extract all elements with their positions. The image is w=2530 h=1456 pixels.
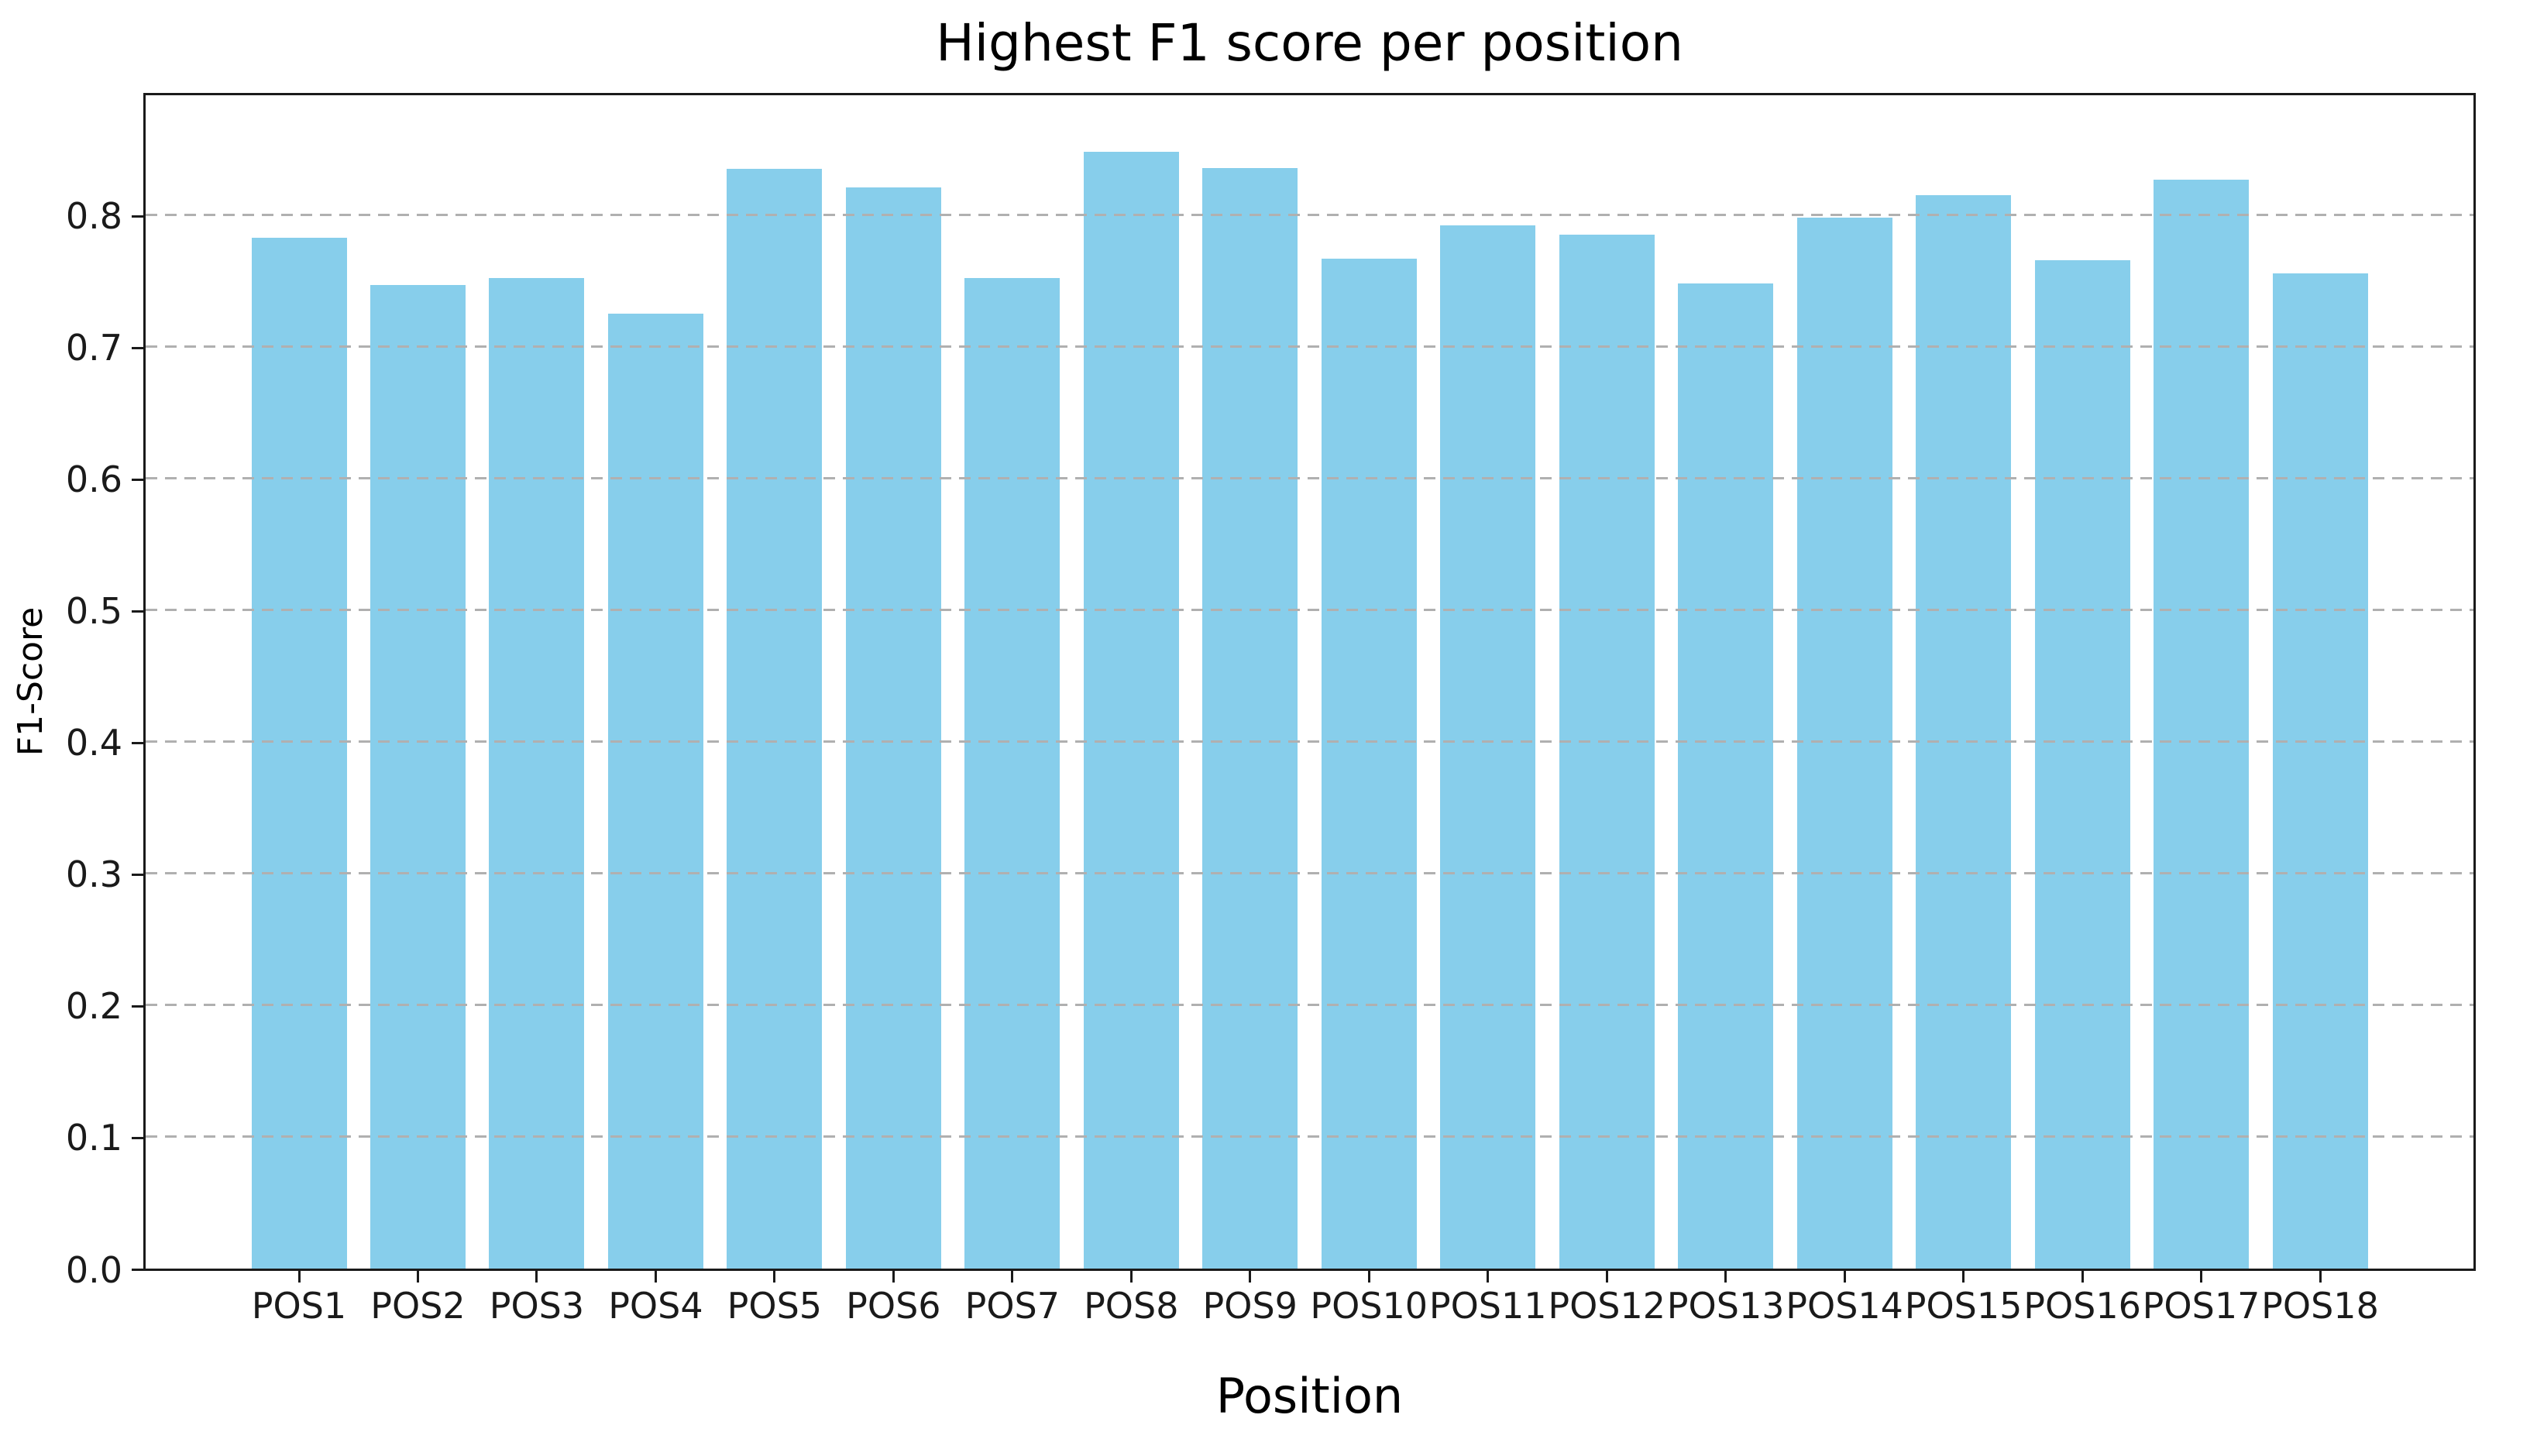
x-tick-label-pos6: POS6: [846, 1285, 941, 1327]
x-tick-pos16: [2081, 1271, 2084, 1283]
x-tick-label-pos17: POS17: [2142, 1285, 2260, 1327]
y-tick-label-0.3: 0.3: [65, 853, 122, 896]
gridline-0.8: [146, 214, 2473, 217]
x-tick-label-pos13: POS13: [1666, 1285, 1785, 1327]
y-tick-label-0.6: 0.6: [65, 458, 122, 501]
bar-pos13: [1678, 283, 1774, 1269]
gridline-0.3: [146, 872, 2473, 875]
x-axis-label: Position: [1215, 1368, 1404, 1424]
bar-pos3: [489, 278, 585, 1269]
x-tick-pos17: [2200, 1271, 2203, 1283]
x-tick-label-pos3: POS3: [489, 1285, 585, 1327]
y-tick-0.4: [132, 741, 143, 744]
bar-pos18: [2272, 273, 2368, 1269]
x-tick-pos5: [773, 1271, 776, 1283]
y-tick-0.0: [132, 1269, 143, 1271]
x-tick-pos12: [1605, 1271, 1608, 1283]
y-tick-label-0.0: 0.0: [65, 1248, 122, 1291]
x-tick-label-pos8: POS8: [1084, 1285, 1179, 1327]
plot-area: [143, 93, 2476, 1271]
y-tick-label-0.5: 0.5: [65, 590, 122, 633]
x-tick-label-pos4: POS4: [608, 1285, 703, 1327]
y-tick-0.8: [132, 215, 143, 218]
x-tick-label-pos11: POS11: [1428, 1285, 1547, 1327]
x-tick-pos7: [1011, 1271, 1014, 1283]
bar-pos11: [1440, 225, 1536, 1269]
x-tick-pos6: [892, 1271, 895, 1283]
x-tick-label-pos14: POS14: [1786, 1285, 1903, 1327]
y-tick-0.3: [132, 873, 143, 876]
gridline-0.7: [146, 345, 2473, 349]
x-tick-label-pos2: POS2: [370, 1285, 466, 1327]
x-tick-pos3: [535, 1271, 538, 1283]
y-tick-label-0.2: 0.2: [65, 985, 122, 1028]
x-tick-pos11: [1487, 1271, 1490, 1283]
x-tick-label-pos16: POS16: [2023, 1285, 2141, 1327]
y-tick-0.6: [132, 478, 143, 481]
bar-pos15: [1916, 195, 2012, 1269]
bar-pos6: [845, 187, 941, 1269]
bar-pos2: [370, 284, 466, 1269]
y-axis-label: F1-Score: [11, 606, 50, 757]
y-tick-label-0.7: 0.7: [65, 327, 122, 369]
gridline-0.6: [146, 477, 2473, 480]
x-tick-pos9: [1249, 1271, 1252, 1283]
x-tick-pos1: [297, 1271, 301, 1283]
bar-pos1: [251, 237, 347, 1269]
gridline-0.1: [146, 1135, 2473, 1138]
x-tick-pos15: [1962, 1271, 1965, 1283]
gridline-0.4: [146, 740, 2473, 743]
bar-pos12: [1559, 235, 1655, 1269]
gridline-0.5: [146, 609, 2473, 612]
bar-pos17: [2154, 179, 2250, 1269]
bar-pos9: [1202, 167, 1298, 1269]
y-tick-0.7: [132, 346, 143, 349]
x-tick-pos8: [1129, 1271, 1133, 1283]
x-tick-label-pos7: POS7: [964, 1285, 1060, 1327]
x-tick-pos13: [1724, 1271, 1727, 1283]
x-tick-pos18: [2319, 1271, 2322, 1283]
x-tick-label-pos12: POS12: [1548, 1285, 1666, 1327]
bar-pos8: [1083, 152, 1179, 1269]
y-tick-label-0.8: 0.8: [65, 195, 122, 238]
x-tick-pos4: [654, 1271, 657, 1283]
y-tick-label-0.1: 0.1: [65, 1117, 122, 1159]
bar-pos5: [727, 169, 823, 1269]
chart-title: Highest F1 score per position: [936, 13, 1683, 73]
y-tick-0.5: [132, 610, 143, 613]
x-tick-label-pos15: POS15: [1904, 1285, 2023, 1327]
gridline-0.2: [146, 1004, 2473, 1007]
bar-pos10: [1321, 258, 1417, 1269]
y-tick-label-0.4: 0.4: [65, 722, 122, 764]
bar-pos4: [607, 314, 703, 1269]
x-tick-label-pos18: POS18: [2261, 1285, 2379, 1327]
x-tick-pos10: [1367, 1271, 1370, 1283]
bar-pos7: [964, 278, 1060, 1269]
x-tick-label-pos5: POS5: [727, 1285, 823, 1327]
bar-pos16: [2034, 259, 2130, 1269]
x-tick-pos2: [416, 1271, 419, 1283]
x-tick-label-pos9: POS9: [1202, 1285, 1298, 1327]
x-tick-label-pos1: POS1: [251, 1285, 347, 1327]
x-tick-label-pos10: POS10: [1310, 1285, 1428, 1327]
x-tick-pos14: [1843, 1271, 1846, 1283]
y-tick-0.1: [132, 1136, 143, 1139]
y-tick-0.2: [132, 1004, 143, 1008]
bar-pos14: [1796, 218, 1892, 1269]
